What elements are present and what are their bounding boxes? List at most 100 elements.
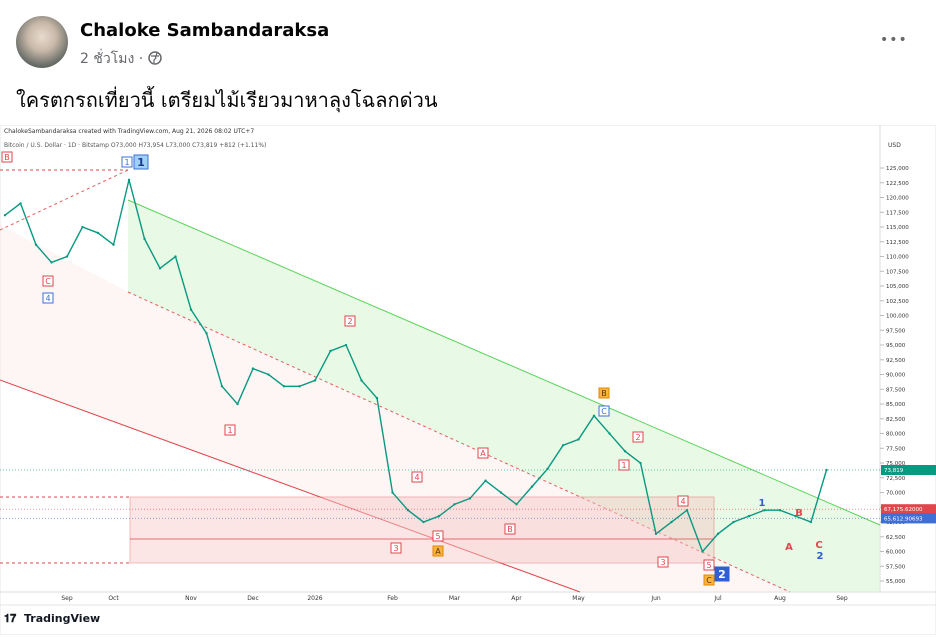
y-tick-label: 92,500 [886, 358, 906, 364]
price-point [96, 231, 100, 235]
wave-label: 3 [660, 558, 665, 567]
y-tick-label: 122,500 [886, 181, 909, 187]
wave-label-box [477, 447, 489, 459]
post-time[interactable]: 2 ชั่วโมง · [80, 48, 162, 70]
menu-button[interactable]: ••• [880, 32, 908, 48]
chart-legend: Bitcoin / U.S. Dollar · 1D · Bitstamp O7… [4, 142, 266, 149]
wave-label: 1 [621, 461, 626, 470]
chart-watermark: ChalokeSambandaraksa created with Tradin… [4, 128, 254, 135]
price-point [592, 414, 596, 418]
y-tick-label: 107,500 [886, 269, 909, 275]
wave-label: C [601, 407, 607, 416]
x-tick-label: Dec [247, 595, 259, 602]
wave-label-box [1, 151, 13, 163]
wave-label-box [133, 154, 149, 170]
price-point [329, 349, 332, 353]
y-tick-label: 112,500 [886, 240, 909, 246]
author-name[interactable]: Chaloke Sambandaraksa [80, 20, 330, 41]
price-point [267, 373, 270, 376]
wave-label: A [435, 547, 441, 556]
wave-label: 2 [817, 551, 824, 562]
y-tick-label: 90,000 [886, 373, 906, 379]
footer-brand[interactable]: TradingView [24, 612, 100, 625]
wave-label: 1 [124, 158, 129, 167]
x-tick-label: Oct [108, 595, 119, 602]
y-tick-label: 57,500 [886, 564, 906, 570]
price-point [205, 332, 208, 335]
wave-label: 5 [435, 532, 440, 541]
wave-label-box [42, 292, 54, 304]
y-tick-label: 62,500 [886, 535, 906, 541]
price-point [81, 225, 84, 229]
y-tick-label: 95,000 [886, 343, 906, 349]
price-point [608, 432, 611, 435]
wave-label-box [632, 431, 644, 443]
y-tick-label: 85,000 [886, 402, 906, 408]
wave-label: B [507, 525, 513, 534]
x-tick-label: Jun [650, 595, 661, 602]
wave-label-box [42, 275, 54, 287]
y-tick-label: 110,000 [886, 255, 909, 261]
price-point [220, 385, 224, 388]
avatar[interactable] [16, 16, 68, 68]
price-point [499, 491, 503, 494]
price-point [530, 485, 534, 488]
wave-label: 1 [137, 156, 145, 169]
price-tag [881, 504, 936, 515]
price-tag-label: 65,612.90693 [884, 516, 923, 522]
post-text: ใครตกรถเที่ยวนี้ เตรียมไม้เรียวมาหาลุงโฉ… [16, 88, 438, 112]
wave-label: 4 [414, 473, 419, 482]
price-point [313, 379, 317, 382]
price-point [298, 385, 301, 388]
price-point [391, 491, 394, 494]
drawings [0, 169, 881, 593]
wave-label: 4 [45, 294, 50, 303]
y-tick-label: 117,500 [886, 210, 909, 216]
price-point [375, 396, 379, 400]
price-point [453, 503, 456, 506]
price-line [4, 179, 828, 553]
price-point [639, 461, 642, 465]
y-tick-label: 120,000 [886, 196, 909, 202]
price-point [127, 178, 131, 182]
price-point [515, 503, 518, 506]
price-point [623, 450, 627, 453]
price-point [360, 379, 363, 382]
wave-label: B [601, 389, 607, 398]
price-point [561, 444, 565, 447]
wave-label: 2 [718, 568, 726, 581]
y-tick-label: 77,500 [886, 446, 906, 452]
y-tick-label: 105,000 [886, 284, 909, 290]
price-tag [881, 513, 936, 524]
x-tick-label: Sep [836, 595, 848, 602]
price-point [484, 479, 487, 482]
wave-label: 2 [635, 433, 640, 442]
channel-fill [128, 200, 880, 592]
wave-label-box [344, 315, 356, 327]
x-tick-label: Nov [185, 595, 197, 602]
price-point [577, 438, 580, 441]
footer-logo-mark: 𝟏𝟕 [4, 612, 17, 625]
wave-label: B [4, 153, 10, 162]
price-point [19, 202, 22, 205]
wave-label: A [480, 449, 486, 458]
time-text[interactable]: 2 ชั่วโมง · [80, 51, 144, 67]
price-point [189, 308, 193, 311]
y-tick-label: 125,000 [886, 166, 909, 172]
channel-line [127, 291, 791, 593]
wave-label: 1 [227, 426, 232, 435]
x-tick-label: Jul [713, 595, 722, 602]
y-tick-label: 55,000 [886, 579, 906, 585]
zone-box [129, 496, 715, 564]
wave-label: A [785, 542, 793, 553]
wave-label-box [598, 405, 610, 417]
y-tick-label: 72,500 [886, 476, 906, 482]
price-tag-label: 67,175.62000 [884, 507, 923, 513]
x-tick-label: Aug [774, 595, 786, 602]
y-tick-label: 97,500 [886, 328, 906, 334]
price-point [112, 243, 115, 246]
wave-label-box [432, 545, 444, 557]
wave-label: 2 [347, 317, 352, 326]
y-tick-label: 70,000 [886, 491, 906, 497]
